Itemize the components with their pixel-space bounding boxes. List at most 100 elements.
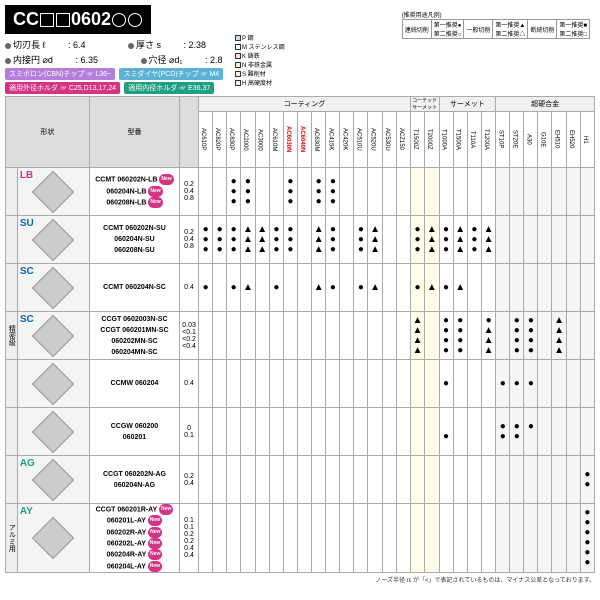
radius-value: 0.4	[179, 264, 198, 312]
legend-box: (推奨用途凡例) 連続切削第一推奨● 第二推奨○ 一般切削第一推奨▲ 第二推奨△…	[402, 10, 590, 39]
compatibility-mark: ●●●	[213, 225, 226, 255]
compatibility-mark: ●●●	[241, 177, 254, 207]
compatibility-mark: ●	[354, 283, 367, 293]
compatibility-mark: ▲▲▲	[241, 225, 254, 255]
shape-cell	[17, 408, 89, 456]
grade-ST10P: ST10P	[496, 112, 504, 167]
grade-AC630M: AC630M	[312, 112, 320, 167]
compatibility-mark: ▲	[368, 283, 381, 293]
new-icon: New	[148, 538, 162, 549]
shape-cell: AY	[17, 504, 89, 573]
compatibility-mark: ●●●●	[510, 316, 523, 356]
tag-pcd: スミダイヤ(PCD)チップ ☞ M4	[119, 68, 223, 80]
compatibility-mark: ●●●	[326, 177, 339, 207]
shape-cell: SC	[17, 264, 89, 312]
grade-AC610P: AC610P	[199, 112, 207, 167]
grade-EH510: EH510	[552, 112, 560, 167]
product-code-title: CC0602	[5, 5, 151, 34]
compatibility-mark: ●●●	[284, 177, 297, 207]
cat-cermet: サーメット	[439, 97, 496, 112]
grade-H1: H1	[581, 112, 589, 167]
material-legend: P 鋼M ステンレス鋼K 鋳鉄N 非鉄金属S 難削材H 高硬度材	[235, 33, 285, 87]
grade-AC830P: AC830P	[227, 112, 235, 167]
grade-T2000Z: T2000Z	[425, 112, 433, 167]
radius-value: 0.4	[179, 360, 198, 408]
grade-T1500A: T1500A	[454, 112, 462, 167]
compatibility-mark: ●●●●	[524, 316, 537, 356]
footer-note: ノーズ半径 rε が「<」で表記されているものは、マイナス公差となっております。	[5, 575, 595, 584]
compatibility-mark: ▲	[241, 283, 254, 293]
compatibility-mark: ●●	[581, 470, 594, 490]
part-numbers: CCGT 0602003N-SCCCGT 060201MN-SC060202MN…	[89, 312, 179, 360]
compatibility-mark: ●●●	[440, 225, 453, 255]
compatibility-mark: ▲▲▲	[312, 225, 325, 255]
grade-ACZ150: ACZ150	[397, 112, 405, 167]
compatibility-mark: ▲▲▲	[482, 225, 495, 255]
part-numbers: CCMT 060202N-SU060204N-SU060208N-SU	[89, 216, 179, 264]
compatibility-mark: ●●●	[468, 225, 481, 255]
grade-T110A: T110A	[468, 112, 476, 167]
compatibility-mark: ▲	[425, 283, 438, 293]
compatibility-mark: ●●●	[270, 225, 283, 255]
compatibility-mark: ▲	[312, 283, 325, 293]
tag-cbn: スミボロン(CBN)チップ ☞ L36~	[5, 68, 115, 80]
new-icon: New	[159, 174, 173, 185]
compatibility-mark: ●●●	[227, 225, 240, 255]
grade-A30: A30	[524, 112, 532, 167]
shape-cell: SU	[17, 216, 89, 264]
header-part: 型番	[89, 97, 179, 168]
shape-cell: SC	[17, 312, 89, 360]
compatibility-mark: ●	[496, 379, 509, 389]
part-numbers: CCGT 060201R-AY New060201L-AY New060202R…	[89, 504, 179, 573]
compatibility-mark: ●●●	[312, 177, 325, 207]
compatibility-mark: ●▲▲▲	[482, 316, 495, 356]
compatibility-mark: ▲	[454, 283, 467, 293]
compatibility-mark: ●●	[510, 422, 523, 442]
grade-AC520U: AC520U	[368, 112, 376, 167]
compatibility-mark: ▲▲▲	[454, 225, 467, 255]
radius-value: 0.20.40.8	[179, 168, 198, 216]
grade-T1000A: T1000A	[440, 112, 448, 167]
compatibility-mark: ●	[524, 379, 537, 389]
new-icon: New	[148, 549, 162, 560]
grade-AC820P: AC820P	[213, 112, 221, 167]
compatibility-mark: ●●●	[227, 177, 240, 207]
grade-T1200A: T1200A	[482, 112, 490, 167]
specs-row1: 切刃長 ℓ : 6.4 厚さ s : 2.38	[5, 38, 595, 51]
compatibility-mark: ●●●	[326, 225, 339, 255]
grade-AC530U: AC530U	[383, 112, 391, 167]
compatibility-mark: ●	[510, 379, 523, 389]
cat-carbide: 超硬合金	[496, 97, 595, 112]
compatibility-mark: ●●●	[354, 225, 367, 255]
header-shape: 形状	[6, 97, 90, 168]
compatibility-mark: ●●	[496, 422, 509, 442]
compatibility-mark: ●	[270, 283, 283, 293]
grade-EH520: EH520	[567, 112, 575, 167]
new-icon: New	[148, 197, 162, 208]
cat-coated-cermet: コーテッドサーメット	[410, 97, 439, 112]
compatibility-mark: ●●●●	[454, 316, 467, 356]
part-numbers: CCMW 060204	[89, 360, 179, 408]
tag-row2: 適用外径ホルダ ☞ C25,D13,17,24 適用内径ホルダ ☞ E36,37	[5, 82, 595, 94]
compatibility-mark: ●●●●●●	[581, 508, 594, 568]
specs-row2: 内接円 ⌀d : 6.35 穴径 ⌀d₁ : 2.8	[5, 53, 595, 66]
compatibility-mark: ▲▲▲	[368, 225, 381, 255]
grade-AC510U: AC510U	[354, 112, 362, 167]
grade-G10E: G10E	[538, 112, 546, 167]
compatibility-mark: ▲▲▲	[425, 225, 438, 255]
compatibility-mark: ●	[440, 379, 453, 389]
new-icon: New	[148, 186, 162, 197]
grade-AC610M: AC610M	[270, 112, 278, 167]
grade-ST20E: ST20E	[510, 112, 518, 167]
part-numbers: CCMT 060202N-LB New060204N-LB New060208N…	[89, 168, 179, 216]
grade-AC2000: AC2000	[241, 112, 249, 167]
radius-value: 0.20.4	[179, 456, 198, 504]
compatibility-mark: ●●●	[199, 225, 212, 255]
tag-id-holder: 適用内径ホルダ ☞ E36,37	[124, 82, 214, 94]
compatibility-mark: ●	[411, 283, 424, 293]
compatibility-mark: ●	[326, 283, 339, 293]
radius-value: 0.03<0.1<0.2<0.4	[179, 312, 198, 360]
grade-T1500Z: T1500Z	[411, 112, 419, 167]
new-icon: New	[148, 561, 162, 572]
grade-AC420K: AC420K	[340, 112, 348, 167]
